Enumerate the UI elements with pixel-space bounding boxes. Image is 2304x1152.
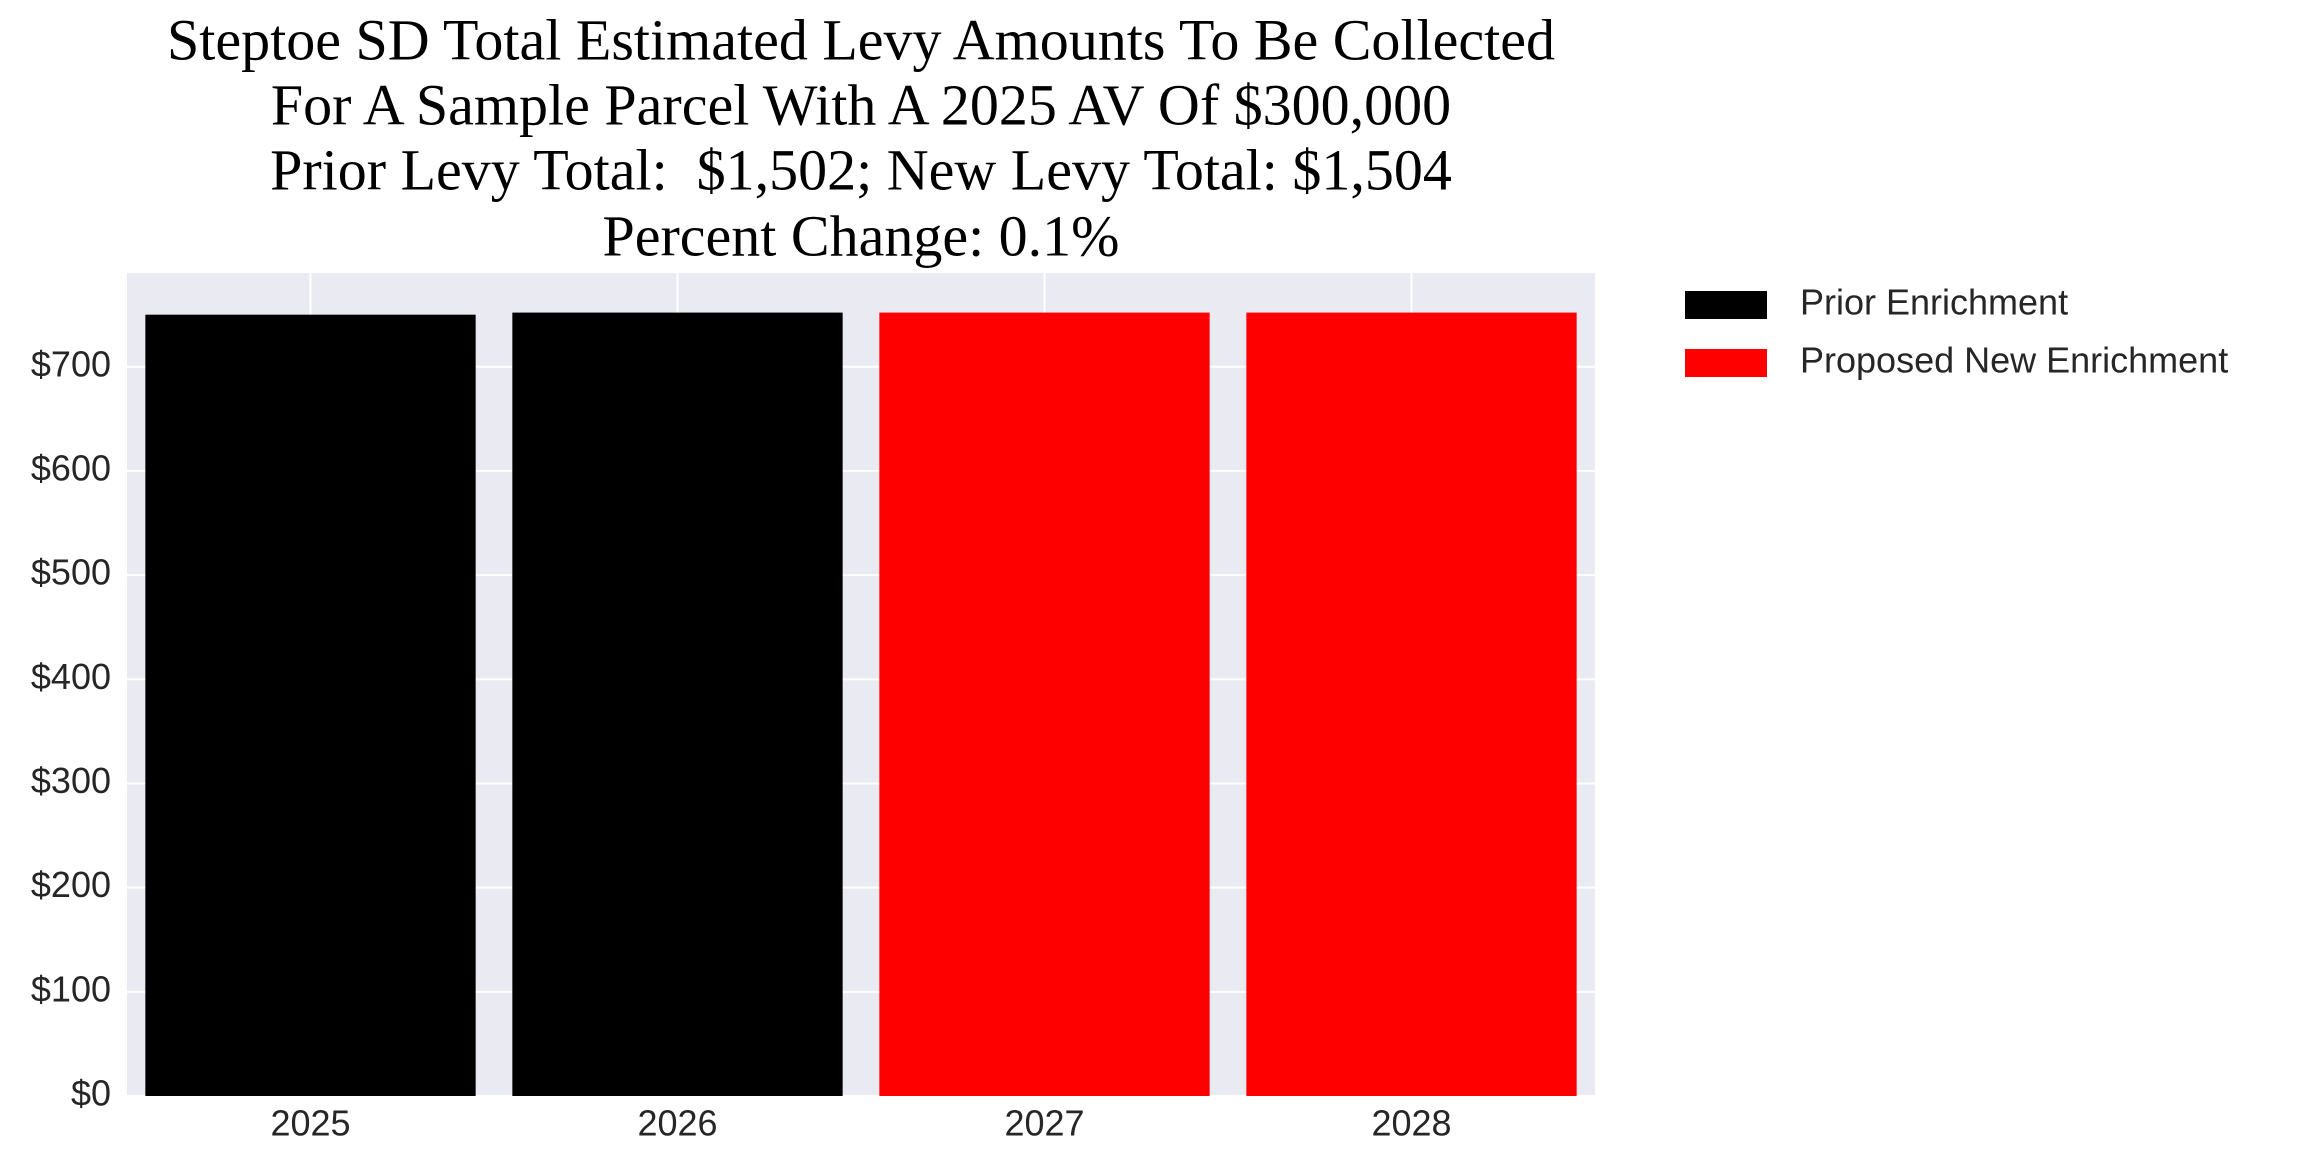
- x-tick-label: 2025: [270, 1103, 350, 1144]
- x-tick-label: 2028: [1371, 1103, 1451, 1144]
- chart-title: Percent Change: 0.1%: [602, 203, 1119, 268]
- y-tick-label: $700: [31, 343, 111, 384]
- y-tick-label: $500: [31, 552, 111, 593]
- chart-title: Prior Levy Total: $1,502; New Levy Total…: [270, 137, 1452, 202]
- legend-swatch: [1685, 349, 1767, 377]
- y-tick-label: $400: [31, 656, 111, 697]
- bar: [512, 312, 843, 1096]
- bar: [1246, 312, 1577, 1096]
- chart-title: Steptoe SD Total Estimated Levy Amounts …: [167, 7, 1555, 72]
- legend-swatch: [1685, 291, 1767, 319]
- y-tick-label: $200: [31, 864, 111, 905]
- chart-title: For A Sample Parcel With A 2025 AV Of $3…: [271, 72, 1451, 137]
- y-tick-label: $0: [71, 1073, 111, 1114]
- x-tick-label: 2026: [637, 1103, 717, 1144]
- y-tick-label: $300: [31, 760, 111, 801]
- legend-label: Proposed New Enrichment: [1800, 340, 2228, 381]
- y-tick-label: $100: [31, 968, 111, 1009]
- x-tick-label: 2027: [1004, 1103, 1084, 1144]
- bar: [879, 312, 1210, 1096]
- legend-label: Prior Enrichment: [1800, 282, 2068, 323]
- bar: [145, 314, 476, 1096]
- y-tick-label: $600: [31, 447, 111, 488]
